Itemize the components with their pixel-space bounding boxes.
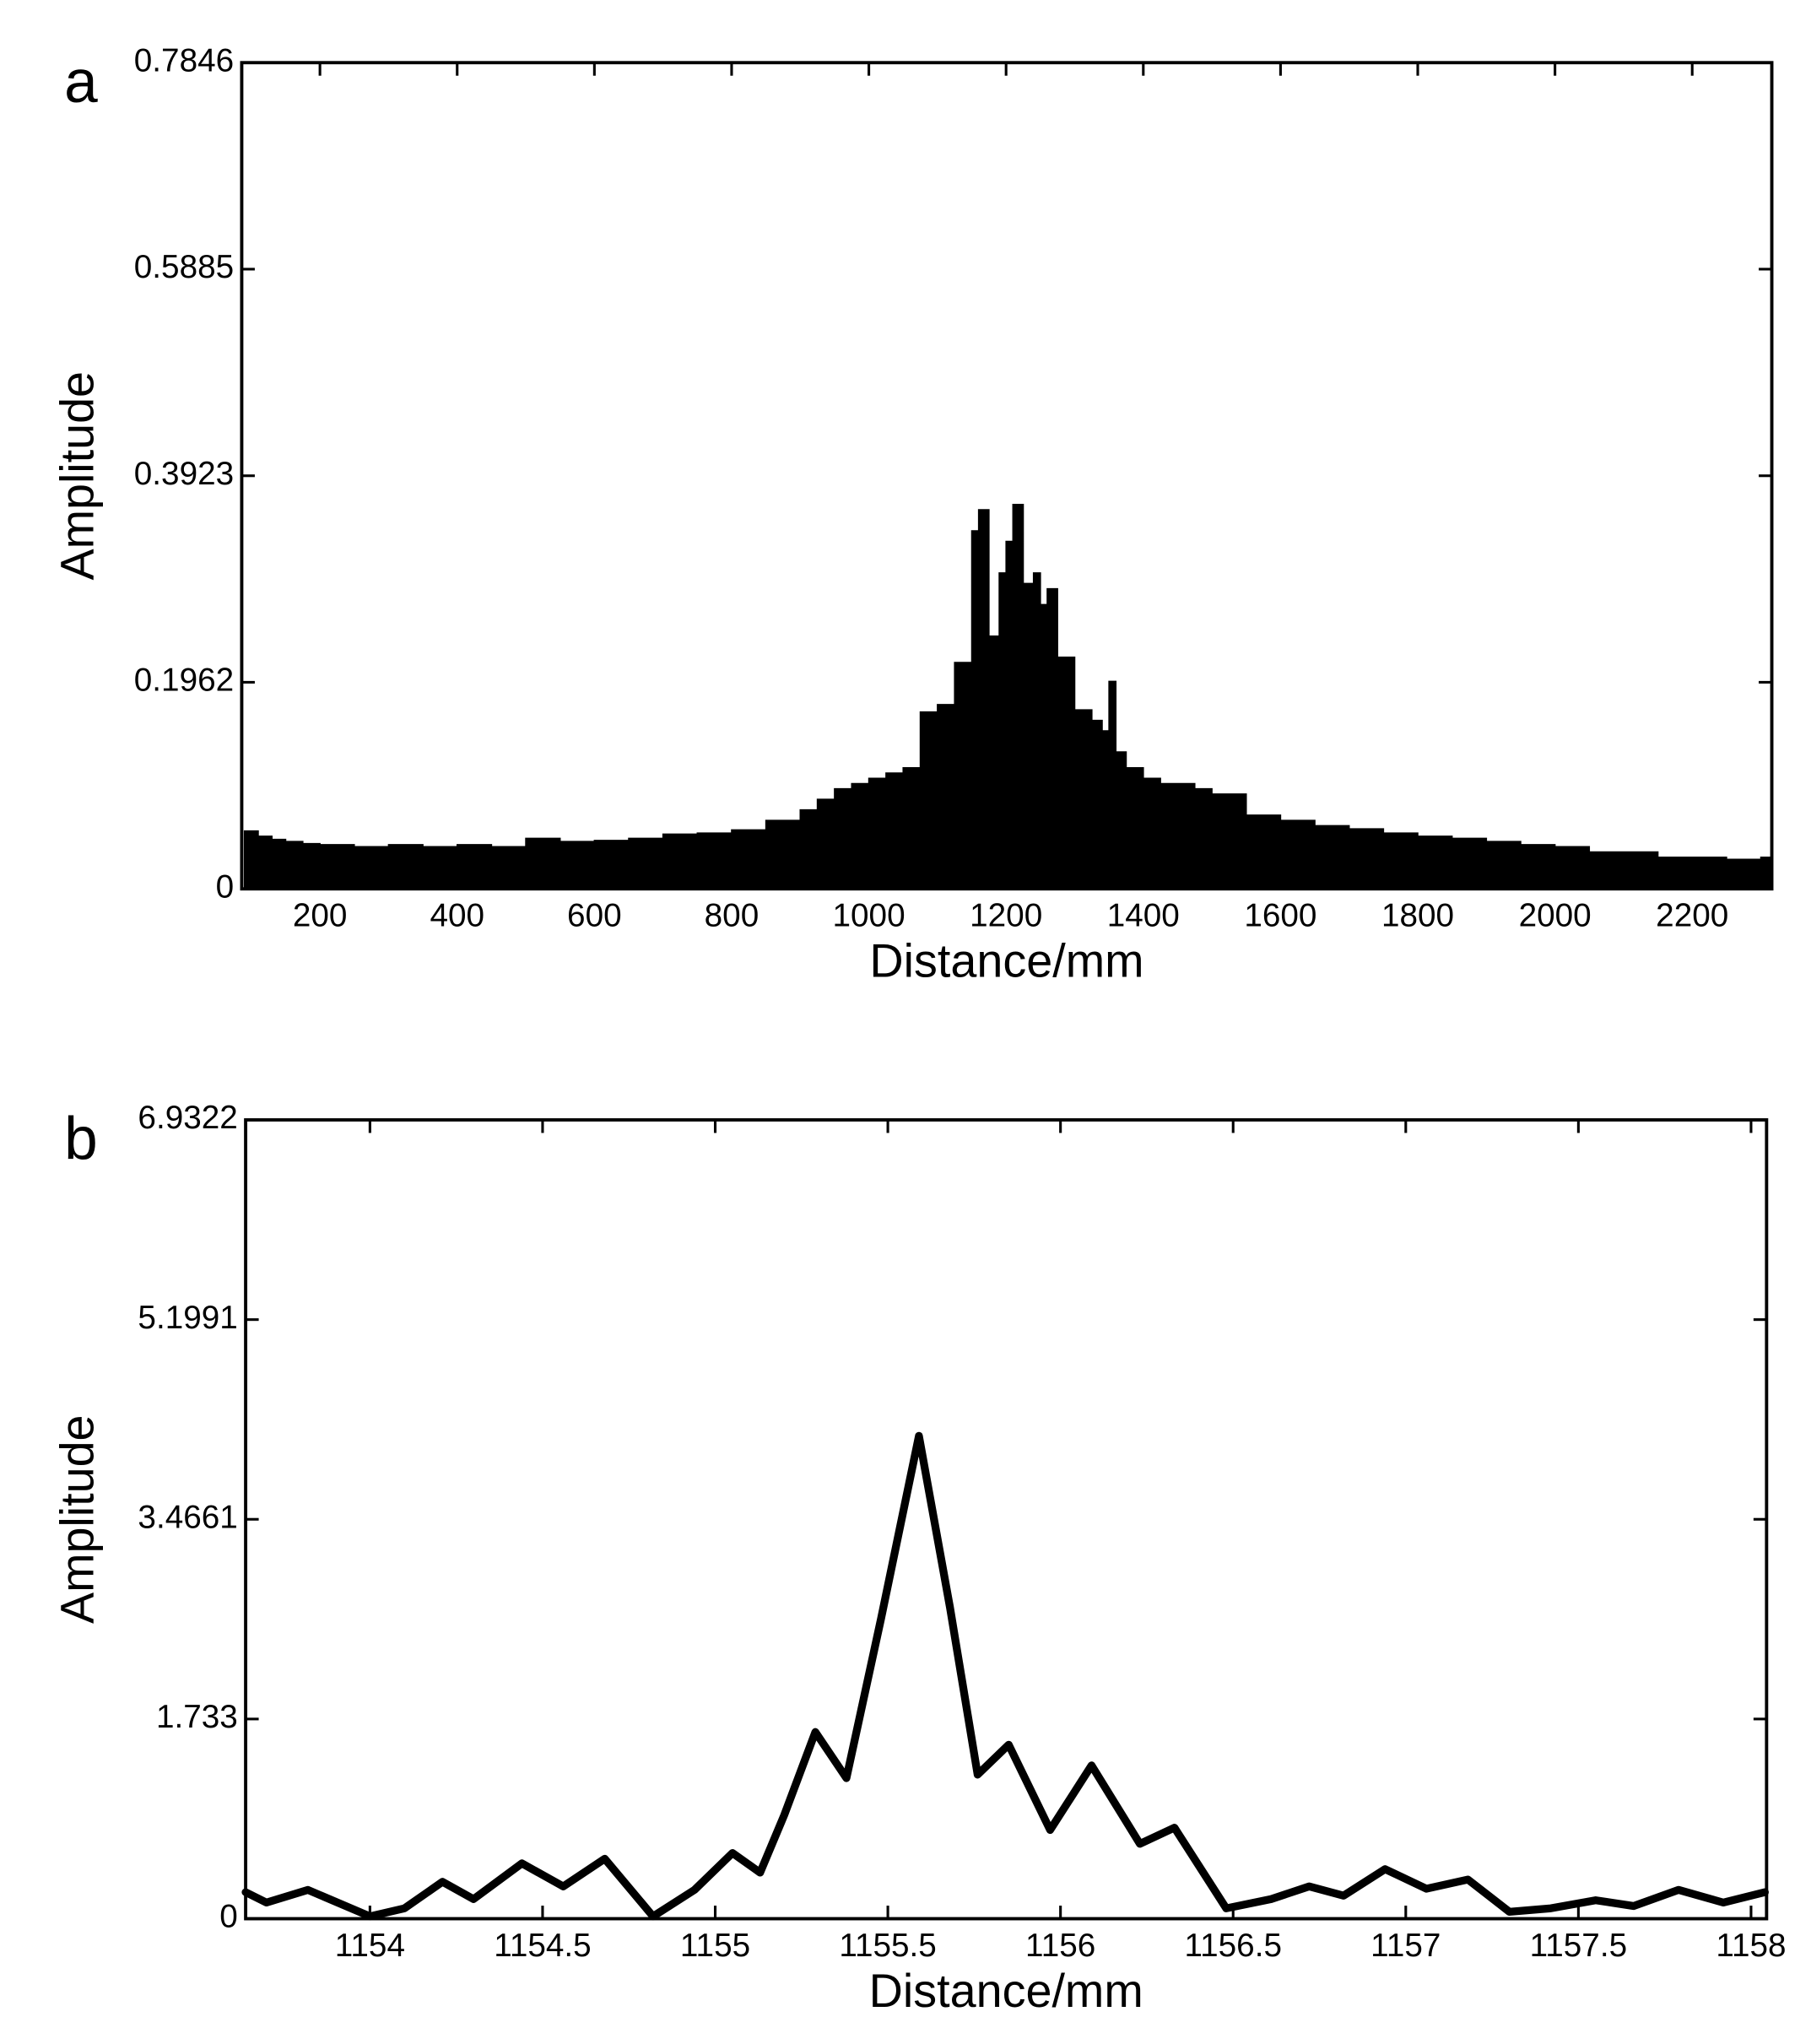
y-tick-label: 5.1991 xyxy=(138,1300,237,1336)
x-axis-label: Distance/mm xyxy=(869,1965,1143,2017)
y-tick-label: 0 xyxy=(219,1899,238,1935)
signal-line xyxy=(241,1431,1769,1921)
x-tick-label: 1157.5 xyxy=(1530,1928,1627,1964)
x-tick-label: 400 xyxy=(430,898,484,934)
x-tick-label: 1156.5 xyxy=(1184,1928,1281,1964)
y-tick-label: 0.1962 xyxy=(134,662,234,699)
y-tick-label: 3.4661 xyxy=(138,1499,237,1535)
x-tick-label: 600 xyxy=(567,898,622,934)
x-tick-label: 1155 xyxy=(680,1928,750,1964)
x-tick-label: 1154 xyxy=(335,1928,405,1964)
y-tick-label: 0.5885 xyxy=(134,249,234,285)
x-tick-label: 1800 xyxy=(1381,898,1454,934)
x-tick-label: 1157 xyxy=(1370,1928,1441,1964)
x-tick-label: 1000 xyxy=(833,898,906,934)
y-axis-label: Amplitude xyxy=(51,1415,104,1625)
x-tick-label: 1600 xyxy=(1244,898,1316,934)
x-tick-label: 200 xyxy=(293,898,348,934)
y-tick-label: 0.3923 xyxy=(134,456,234,492)
x-tick-label: 1200 xyxy=(970,898,1042,934)
y-axis-label: Amplitude xyxy=(51,371,104,581)
y-tick-label: 1.733 xyxy=(156,1699,238,1735)
x-axis-label: Distance/mm xyxy=(869,935,1143,987)
x-tick-label: 1400 xyxy=(1107,898,1180,934)
panel-label: b xyxy=(64,1106,98,1173)
y-tick-label: 0 xyxy=(216,868,235,905)
y-tick-label: 6.9322 xyxy=(138,1100,237,1136)
x-tick-label: 1158 xyxy=(1716,1928,1786,1964)
x-tick-label: 2200 xyxy=(1656,898,1728,934)
x-tick-label: 800 xyxy=(705,898,760,934)
y-tick-label: 0.7846 xyxy=(134,42,234,78)
x-tick-label: 2000 xyxy=(1519,898,1592,934)
panel-label: a xyxy=(64,49,98,116)
x-tick-label: 1155.5 xyxy=(839,1928,936,1964)
signal-area xyxy=(243,504,1773,890)
x-tick-label: 1154.5 xyxy=(494,1928,591,1964)
plot-frame xyxy=(244,1118,1769,1921)
x-tick-label: 1156 xyxy=(1025,1928,1095,1964)
